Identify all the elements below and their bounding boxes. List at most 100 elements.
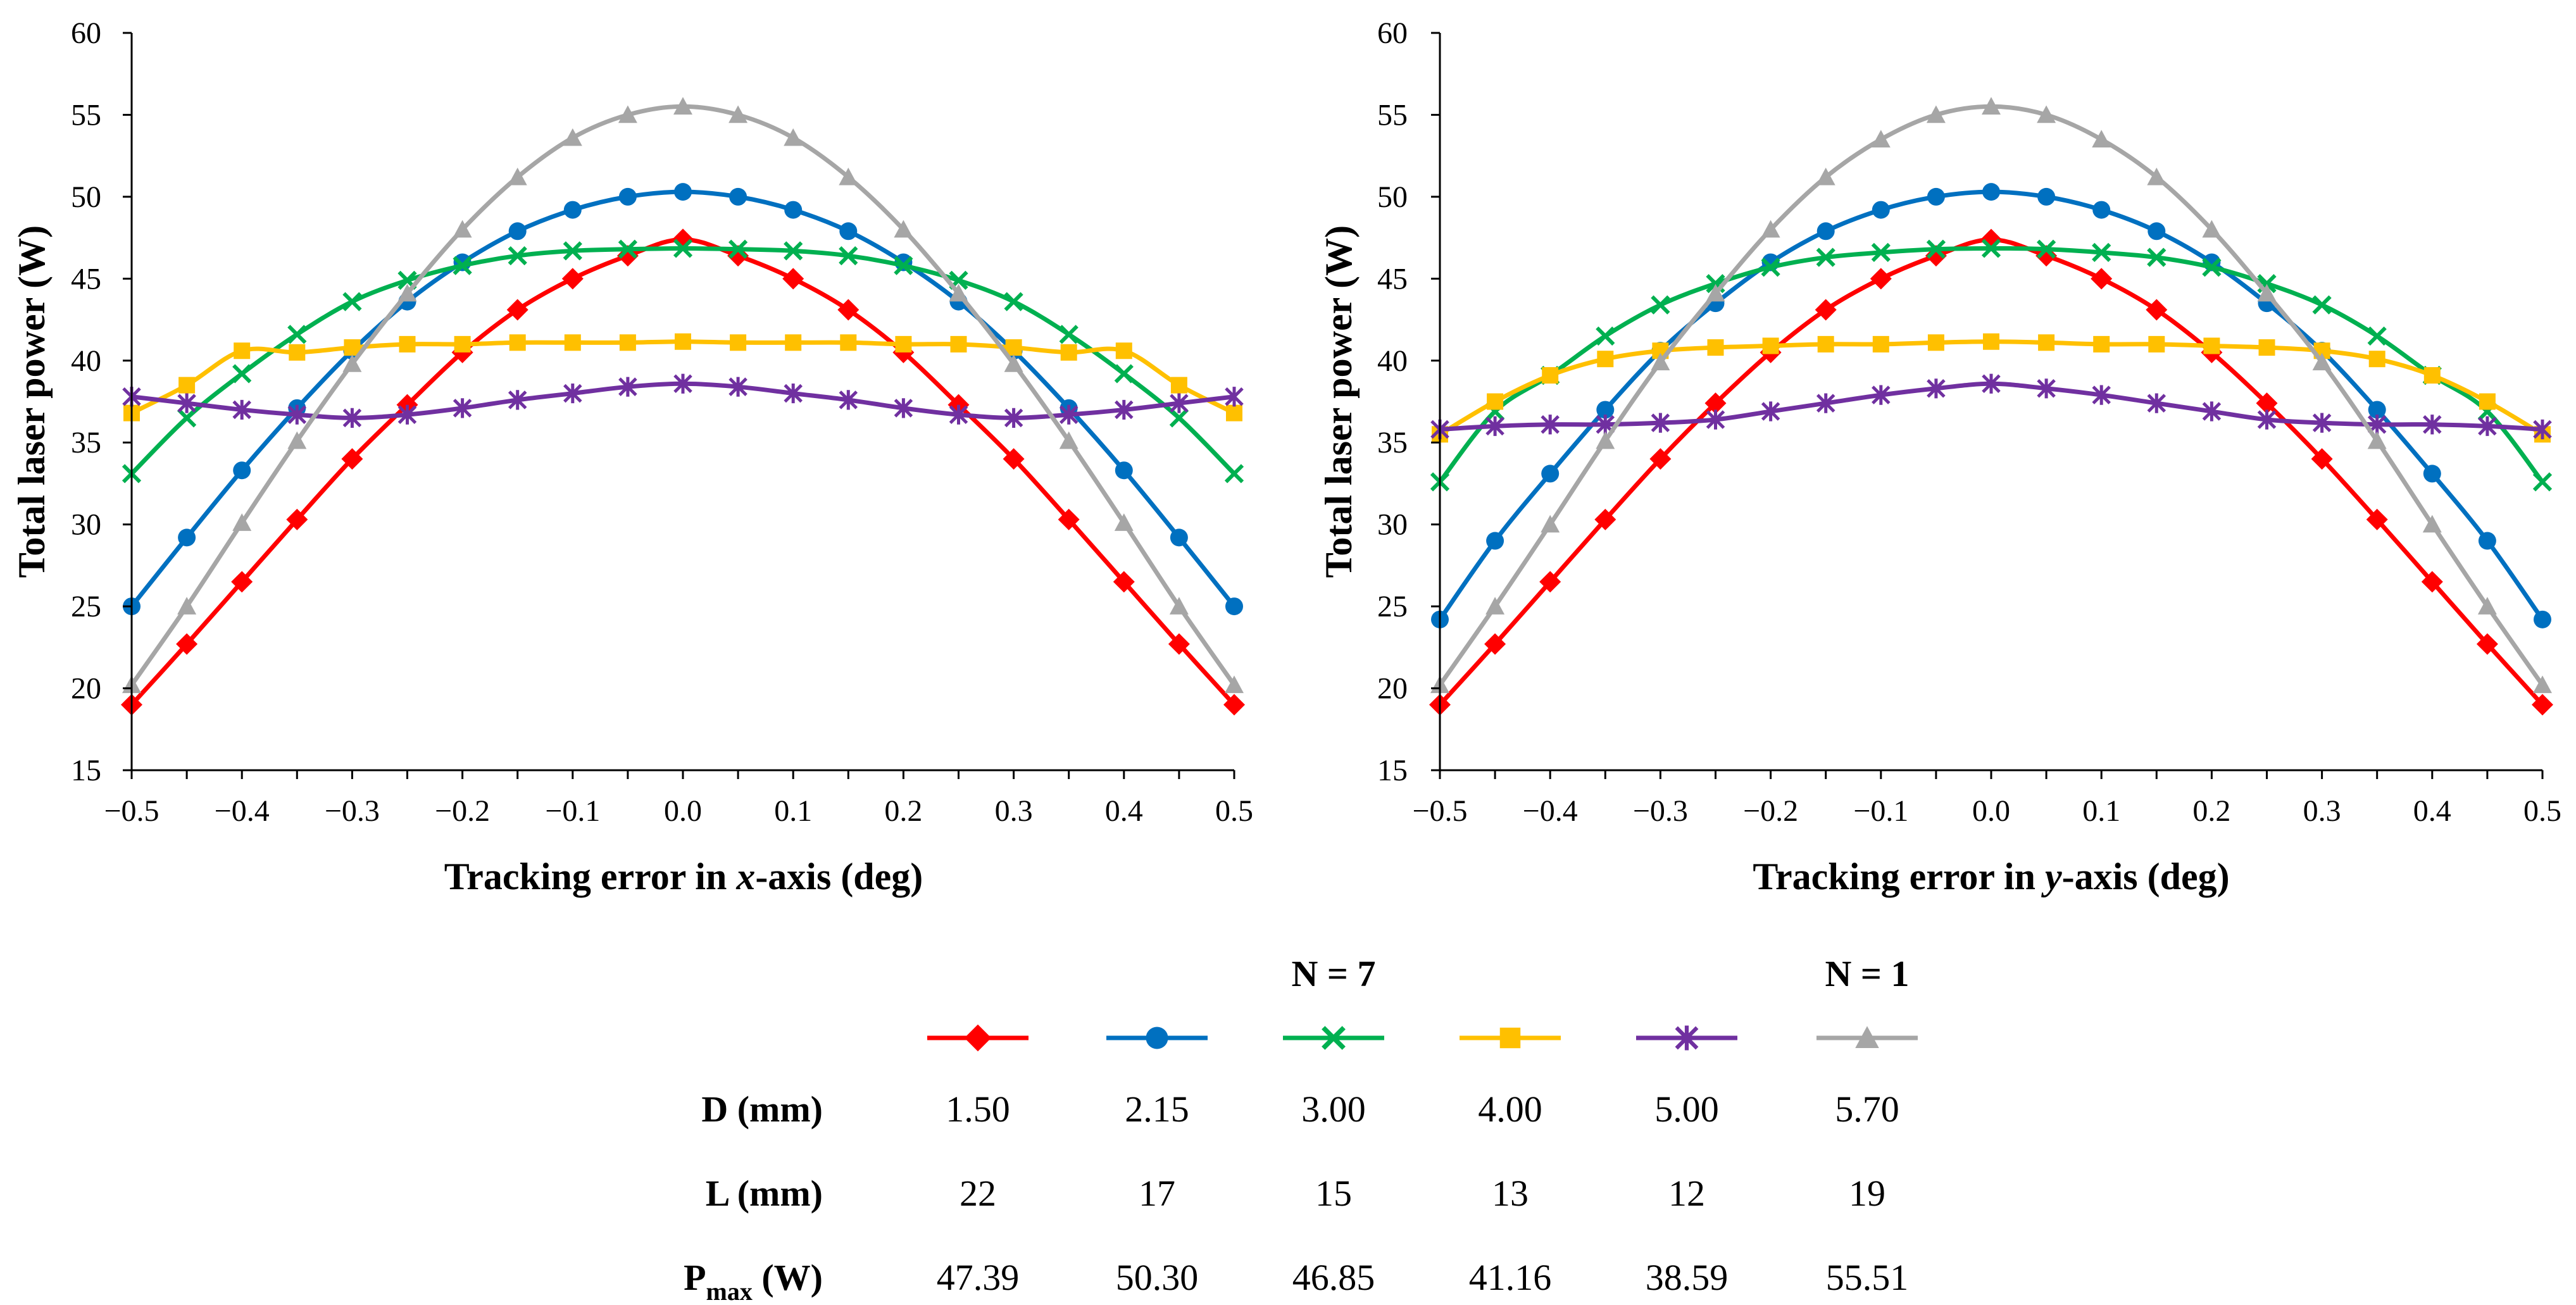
legend-key-diamond (927, 1024, 1029, 1052)
star-marker (673, 373, 692, 394)
diamond-marker (286, 508, 308, 530)
x-tick-label: −0.5 (1412, 794, 1467, 828)
circle-marker (1170, 528, 1188, 547)
square-marker (2093, 335, 2110, 353)
star-marker (784, 383, 803, 404)
series-square (1432, 333, 2551, 443)
legend-value: 41.16 (1469, 1257, 1552, 1298)
triangle-marker (1169, 597, 1189, 615)
triangle-marker (1761, 220, 1780, 238)
diamond-marker (1484, 633, 1506, 655)
legend-value: 13 (1492, 1173, 1529, 1214)
diamond-marker (561, 268, 584, 290)
legend-row-label-pmax: Pmax (W) (684, 1257, 823, 1305)
x-marker (728, 239, 748, 259)
square-marker (1226, 404, 1242, 421)
circle-marker (1486, 532, 1504, 550)
circle-marker (508, 222, 527, 240)
diamond-marker (1649, 448, 1672, 470)
x-tick-label: 0.0 (1972, 794, 2010, 828)
square-marker (564, 334, 581, 351)
y-tick-label: 25 (71, 590, 101, 623)
diamond-marker (2256, 392, 2278, 415)
star-marker (949, 404, 968, 425)
x-tick-label: 0.3 (2303, 794, 2341, 828)
x-tick-label: −0.4 (1523, 794, 1578, 828)
axes: 15 20 25 30 35 40 45 50 55 60 −0.5 −0.4 −0.3 −0.2 −0.1… (1377, 16, 2561, 828)
y-tick-label: 35 (71, 426, 101, 459)
square-marker (1927, 334, 1944, 351)
legend-value: 46.85 (1292, 1257, 1375, 1298)
x-marker (673, 239, 693, 258)
diamond-marker (2091, 268, 2113, 290)
x-marker (563, 241, 582, 261)
x-axis-title-prefix: Tracking error in (444, 856, 737, 897)
diamond-marker (2366, 508, 2388, 530)
square-marker (1487, 393, 1504, 410)
x-tick-label: 0.5 (2523, 794, 2561, 828)
diamond-marker (1594, 508, 1616, 530)
square-marker (1817, 335, 1834, 353)
x-tick-label: −0.2 (435, 794, 490, 828)
star-marker (894, 398, 913, 418)
square-marker (2368, 351, 2385, 368)
diamond-marker (2476, 633, 2498, 655)
star-marker (1872, 385, 1891, 405)
star-marker (728, 377, 747, 397)
y-tick-label: 45 (71, 262, 101, 296)
triangle-marker (1871, 130, 1891, 148)
triangle-marker (2367, 431, 2387, 449)
diamond-marker (964, 1024, 992, 1052)
square-marker (2148, 335, 2165, 353)
diamond-marker (231, 571, 253, 593)
x-marker (618, 239, 638, 259)
square-marker (950, 335, 967, 353)
triangle-marker (784, 128, 803, 146)
x-marker (1059, 325, 1079, 344)
circle-marker (178, 528, 196, 547)
diamond-marker (2532, 694, 2553, 716)
triangle-marker (563, 128, 582, 146)
star-marker (1651, 413, 1670, 433)
y-axis-title: Total laser power (W) (1318, 225, 1360, 578)
x-tick-label: 0.2 (884, 794, 922, 828)
square-marker (1872, 335, 1889, 353)
x-tick-label: −0.3 (325, 794, 380, 828)
legend-value: 17 (1139, 1173, 1175, 1214)
star-marker (2147, 393, 2166, 413)
legend-value: 5.70 (1835, 1089, 1899, 1130)
circle-marker (2534, 610, 2551, 628)
triangle-marker (1651, 353, 1670, 371)
x-marker (784, 241, 803, 261)
triangle-marker (894, 220, 913, 238)
star-marker (1761, 401, 1780, 421)
triangle-marker (453, 220, 472, 238)
chart-x-axis-tracking: 15 20 25 30 35 40 45 50 55 60 −0.5 −0.4 −0.3 −0.2 −0.1… (11, 16, 1253, 897)
star-marker (232, 399, 251, 420)
circle-marker (1816, 222, 1835, 240)
star-marker (2257, 409, 2277, 430)
y-tick-label: 55 (1377, 98, 1408, 132)
circle-marker (729, 187, 747, 206)
legend-value: 3.00 (1301, 1089, 1366, 1130)
triangle-marker (2092, 130, 2111, 148)
square-marker (785, 334, 802, 351)
star-marker (2423, 415, 2442, 435)
legend-values: 1.50 2.15 3.00 4.00 5.00 5.70 22 17 15 13 12 19 47.3… (937, 1089, 1909, 1298)
legend-key-square (1460, 1027, 1561, 1049)
x-axis-title: Tracking error in x-axis (deg) (444, 856, 923, 897)
y-tick-label: 55 (71, 98, 101, 132)
x-axis-title-suffix: -axis (deg) (755, 856, 923, 897)
legend-value: 12 (1668, 1173, 1705, 1214)
circle-marker (233, 461, 251, 480)
x-tick-label: 0.3 (995, 794, 1033, 828)
legend-value: 38.59 (1646, 1257, 1729, 1298)
x-tick-label: −0.4 (215, 794, 270, 828)
x-tick-label: 0.4 (2413, 794, 2451, 828)
plot-lines (1429, 97, 2553, 716)
triangle-marker (2202, 220, 2222, 238)
diamond-marker (2146, 299, 2168, 321)
star-marker (342, 408, 362, 428)
x-marker (1322, 1026, 1346, 1050)
y-tick-label: 20 (71, 672, 101, 706)
